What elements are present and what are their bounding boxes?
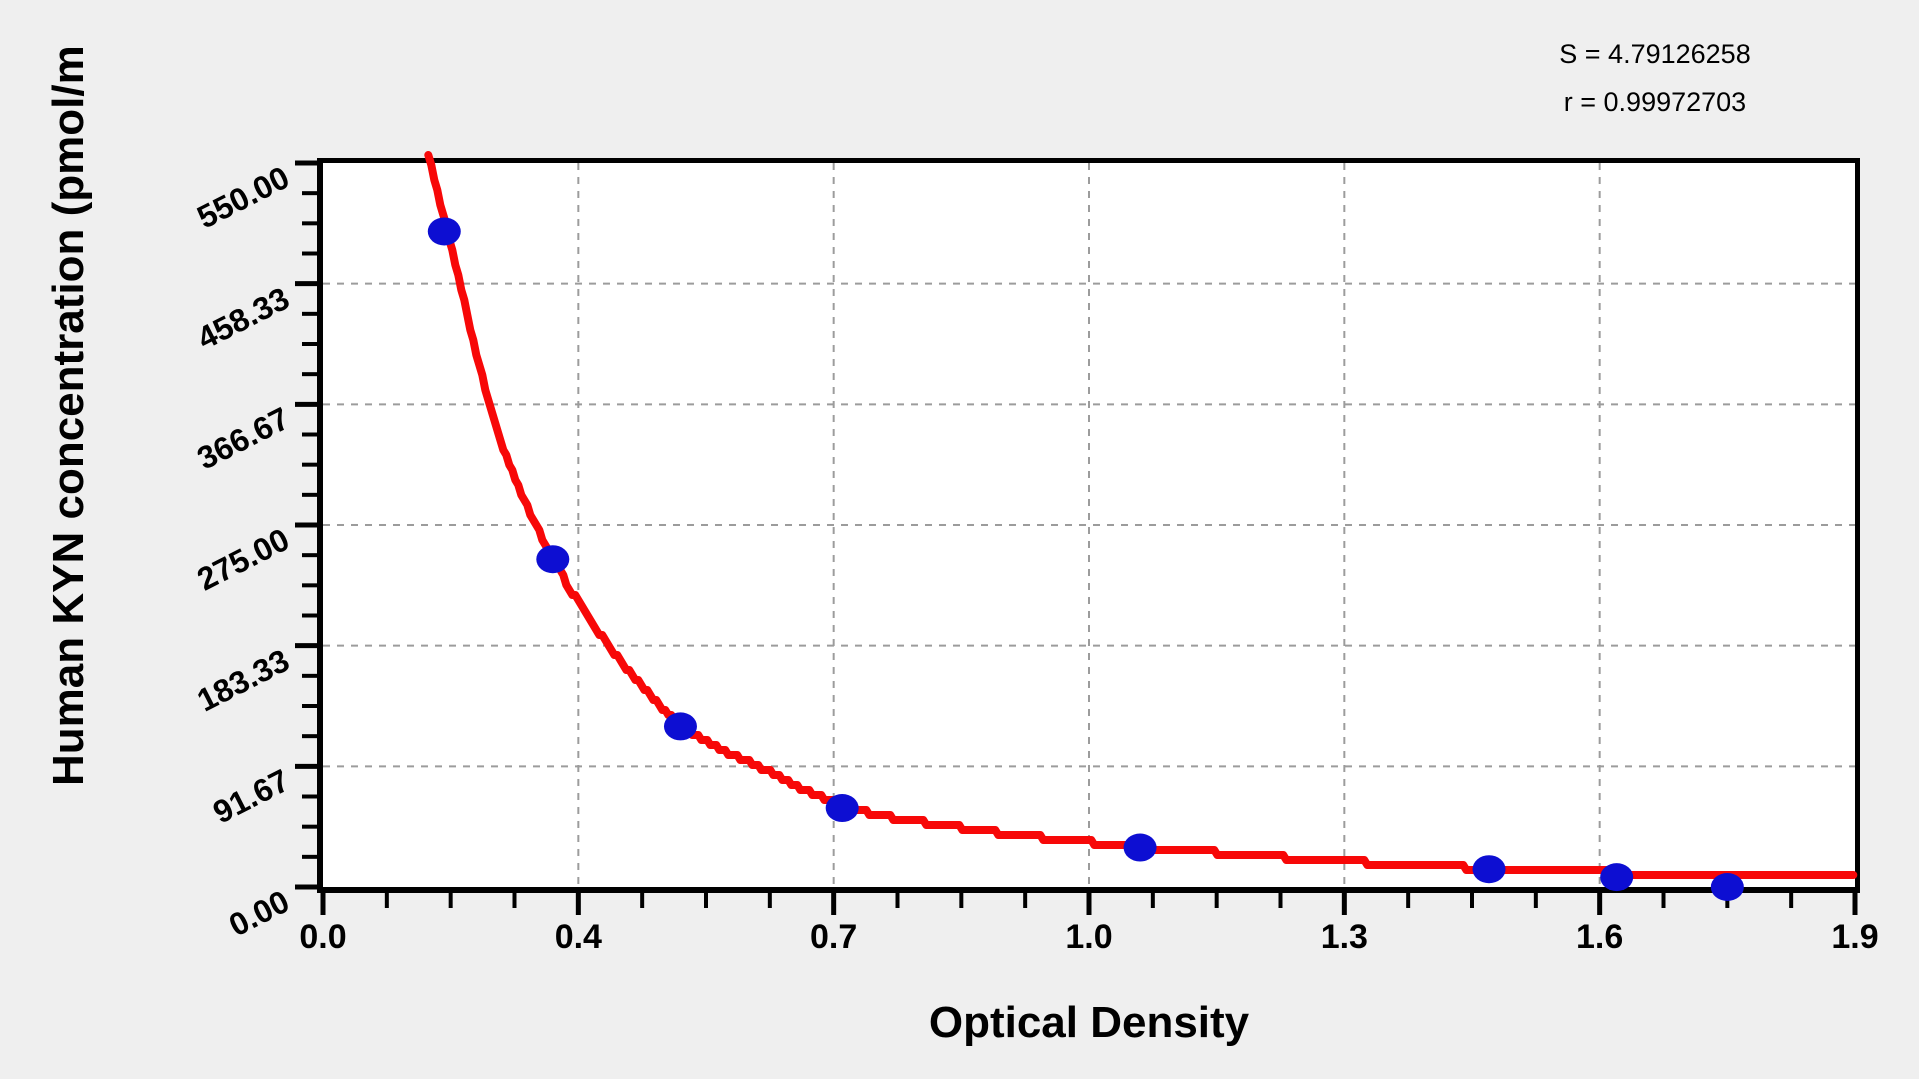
data-point <box>825 794 859 823</box>
r-value-text: r = 0.99972703 <box>1563 87 1747 117</box>
fit-statistics: S = 4.79126258 r = 0.99972703 <box>1470 30 1840 126</box>
x-tick-label: 1.9 <box>1831 918 1879 956</box>
data-point <box>536 545 570 574</box>
data-point <box>663 712 697 741</box>
x-tick-label: 1.0 <box>1065 918 1113 956</box>
x-tick-label: 0.7 <box>810 918 858 956</box>
s-value-text: S = 4.79126258 <box>1559 39 1751 69</box>
x-axis-title: Optical Density <box>928 998 1250 1047</box>
x-tick-label: 0.4 <box>554 918 602 956</box>
x-tick-label: 0.0 <box>299 918 347 956</box>
data-point <box>1710 873 1744 901</box>
x-tick-label: 1.6 <box>1576 918 1624 956</box>
y-axis-title: Human KYN concentration (pmol/m <box>44 45 93 786</box>
x-tick-label: 1.3 <box>1320 918 1368 956</box>
data-point <box>1472 855 1506 884</box>
data-point <box>427 217 461 246</box>
data-point <box>1123 833 1157 862</box>
data-point <box>1600 863 1634 892</box>
